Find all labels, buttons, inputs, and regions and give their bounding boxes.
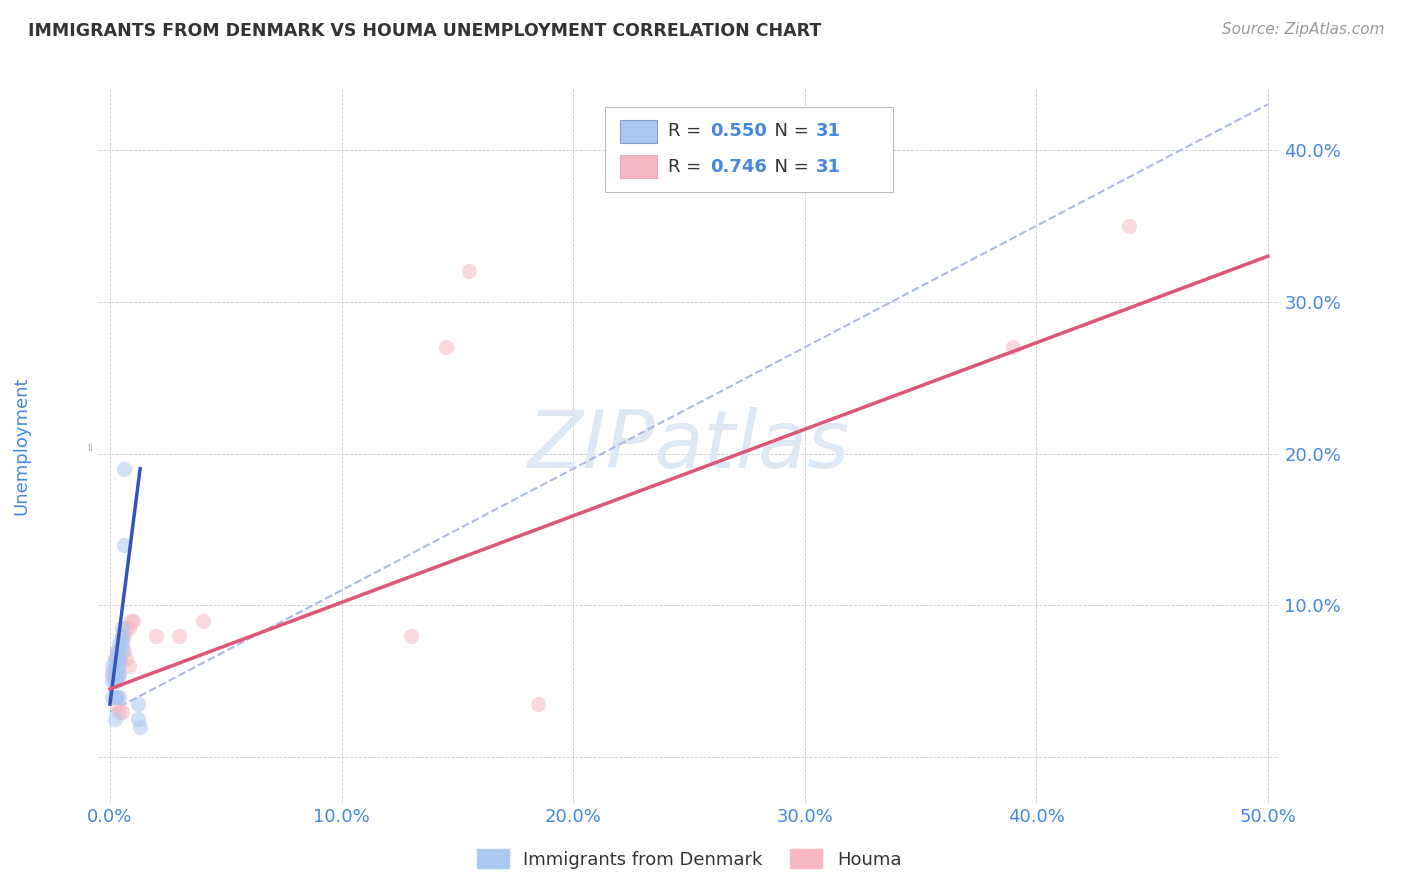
Point xyxy=(115,651,138,665)
Point xyxy=(110,636,132,650)
Point xyxy=(129,720,152,734)
Point xyxy=(127,712,149,726)
Point xyxy=(169,629,191,643)
Point xyxy=(105,666,128,681)
Point xyxy=(112,644,135,658)
Point xyxy=(101,666,124,681)
Point xyxy=(104,651,127,665)
Point xyxy=(458,264,481,278)
Legend: Immigrants from Denmark, Houma: Immigrants from Denmark, Houma xyxy=(470,842,908,876)
Point xyxy=(108,705,131,719)
Point xyxy=(399,629,422,643)
Point xyxy=(115,621,138,635)
Point xyxy=(108,644,131,658)
Point xyxy=(108,659,131,673)
Point xyxy=(104,659,127,673)
Point xyxy=(105,666,128,681)
Point xyxy=(105,674,128,689)
Point xyxy=(104,712,127,726)
Point xyxy=(527,697,550,711)
Y-axis label: Immigrants
employment: Immigrants employment xyxy=(90,442,93,450)
Text: 31: 31 xyxy=(815,158,841,176)
Point xyxy=(112,462,135,476)
Point xyxy=(117,621,139,635)
Point xyxy=(104,666,127,681)
Point xyxy=(122,614,145,628)
Point xyxy=(105,651,128,665)
Text: 0.550: 0.550 xyxy=(710,122,766,140)
Text: N =: N = xyxy=(763,158,815,176)
Text: R =: R = xyxy=(668,122,707,140)
Point xyxy=(434,340,457,354)
Point xyxy=(108,666,131,681)
Point xyxy=(105,644,128,658)
Text: 31: 31 xyxy=(815,122,841,140)
Point xyxy=(110,629,132,643)
Point xyxy=(101,690,124,704)
Point xyxy=(120,614,142,628)
Text: Unemployment: Unemployment xyxy=(13,376,30,516)
Point xyxy=(108,690,131,704)
Point xyxy=(145,629,167,643)
Point xyxy=(105,644,128,658)
Point xyxy=(191,614,214,628)
Text: R =: R = xyxy=(668,158,707,176)
Text: IMMIGRANTS FROM DENMARK VS HOUMA UNEMPLOYMENT CORRELATION CHART: IMMIGRANTS FROM DENMARK VS HOUMA UNEMPLO… xyxy=(28,22,821,40)
Point xyxy=(108,651,131,665)
Point xyxy=(110,636,132,650)
Point xyxy=(112,629,135,643)
Point xyxy=(105,651,128,665)
Point xyxy=(110,629,132,643)
Point xyxy=(101,674,124,689)
Point xyxy=(127,697,149,711)
Point xyxy=(104,659,127,673)
Point xyxy=(105,659,128,673)
Text: Source: ZipAtlas.com: Source: ZipAtlas.com xyxy=(1222,22,1385,37)
Point xyxy=(110,621,132,635)
Point xyxy=(105,697,128,711)
Point xyxy=(1002,340,1025,354)
Point xyxy=(1118,219,1140,233)
Point xyxy=(112,538,135,552)
Point xyxy=(101,666,124,681)
Point xyxy=(108,636,131,650)
Point xyxy=(117,659,139,673)
Point xyxy=(108,666,131,681)
Text: 0.746: 0.746 xyxy=(710,158,766,176)
Point xyxy=(101,659,124,673)
Point xyxy=(104,690,127,704)
Point xyxy=(104,651,127,665)
Point xyxy=(110,705,132,719)
Point xyxy=(110,644,132,658)
Point xyxy=(104,674,127,689)
Point xyxy=(108,651,131,665)
Point xyxy=(105,690,128,704)
Point xyxy=(104,690,127,704)
Text: N =: N = xyxy=(763,122,815,140)
Text: ZIPatlas: ZIPatlas xyxy=(527,407,851,485)
